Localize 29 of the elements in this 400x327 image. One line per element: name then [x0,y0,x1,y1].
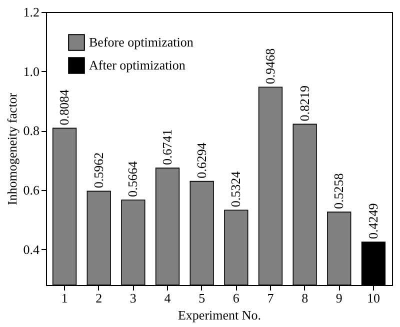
x-tick-label: 1 [61,290,68,306]
data-label: 0.5664 [125,160,140,198]
legend-label: Before optimization [89,34,194,50]
legend-label: After optimization [89,58,186,72]
x-tick-label: 6 [232,290,240,306]
x-tick-label: 10 [366,290,380,306]
y-tick-label: 0.8 [23,123,40,138]
data-label: 0.4249 [365,203,380,240]
data-label: 0.5258 [331,173,346,210]
y-tick-label: 1.2 [23,4,40,20]
y-tick-label: 1.0 [23,64,40,79]
x-tick-label: 8 [302,290,308,306]
data-label: 0.5962 [90,152,106,188]
y-tick-label: 0.6 [23,182,40,198]
x-tick-label: 4 [164,290,172,306]
data-label: 0.6741 [160,129,175,166]
data-label: 0.5324 [228,170,244,208]
x-tick-label: 2 [96,290,102,306]
y-tick-label: 0.4 [23,242,40,257]
x-tick-label: 7 [267,290,274,306]
data-label: 0.8084 [56,88,72,126]
x-axis-title: Experiment No. [178,308,262,322]
y-axis-title: Inhomogeneity factor [4,92,20,206]
x-tick-label: 5 [198,290,206,306]
x-tick-label: 3 [130,290,136,306]
data-label: 0.8219 [296,85,312,122]
data-label: 0.9468 [262,48,278,84]
data-label: 0.6294 [194,142,209,178]
x-tick-label: 9 [336,290,342,306]
